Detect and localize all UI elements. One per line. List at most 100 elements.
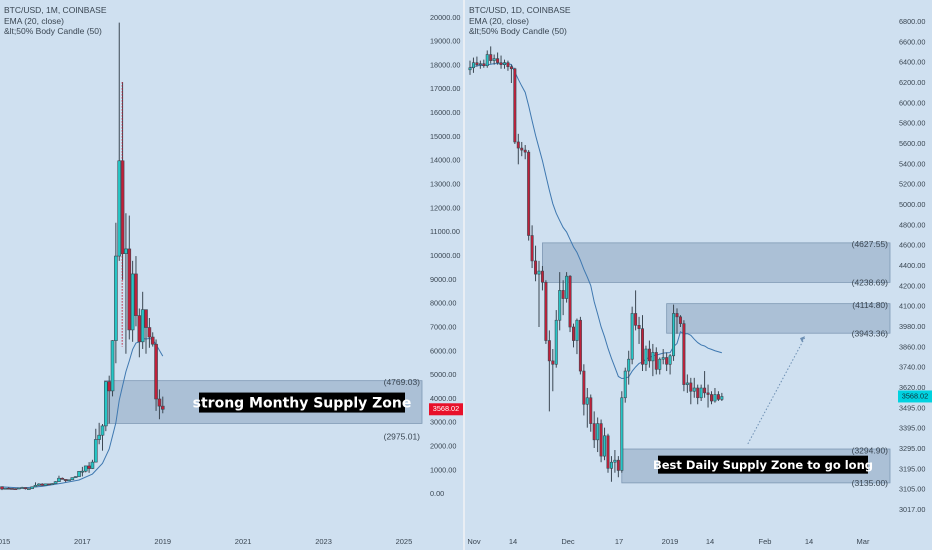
daily-zone-low-label: (3135.00) [852, 478, 889, 488]
daily-last-price-label: 3568.02 [902, 391, 928, 400]
daily-ytick-label: 3105.00 [899, 485, 925, 494]
daily-candle-body [616, 459, 620, 471]
monthly-ytick-label: 13000.00 [430, 180, 460, 189]
monthly-chart-legend: BTC/USD, 1M, COINBASE EMA (20, close) &l… [4, 5, 107, 37]
monthly-chart-svg[interactable]: (4769.03) (2975.01) 0.00 1000.00 2000.00 3000… [0, 0, 463, 550]
monthly-xtick-label: 2023 [315, 537, 332, 546]
daily-candle-body [506, 62, 510, 68]
monthly-zone-high-label: (4769.03) [384, 377, 421, 387]
daily-candle-body [475, 62, 479, 66]
monthly-ytick-label: 3000.00 [430, 418, 456, 427]
daily-chart-svg[interactable]: (4627.55) (4238.69) (4114.80) (3943.36) (329… [465, 0, 932, 550]
daily-candle-body [596, 423, 600, 441]
daily-candle-body [603, 435, 607, 457]
monthly-candle-body [130, 273, 135, 331]
monthly-candle-body [6, 487, 11, 490]
monthly-chart-pane[interactable]: (4769.03) (2975.01) 0.00 1000.00 2000.00 3000… [0, 0, 463, 550]
daily-annotation-box [658, 455, 868, 474]
monthly-candle-body [73, 476, 78, 478]
daily-candle-body [668, 355, 672, 365]
daily-xtick-label: 2019 [662, 537, 679, 546]
daily-supply-zone [666, 303, 891, 334]
monthly-candle-body [77, 471, 81, 477]
daily-ytick-label: 3980.00 [899, 322, 925, 331]
pane-divider[interactable] [463, 0, 465, 550]
daily-candle-body [689, 382, 693, 392]
monthly-candle-body [60, 477, 65, 480]
daily-ytick-label: 3195.00 [899, 464, 925, 473]
daily-candle-body [682, 323, 686, 385]
monthly-candle-body [3, 487, 8, 490]
daily-candle-body [654, 352, 658, 370]
monthly-candle-body [144, 309, 148, 328]
daily-chart-legend: BTC/USD, 1D, COINBASE EMA (20, close) &l… [469, 5, 571, 37]
daily-xtick-label: 17 [615, 537, 623, 546]
monthly-xtick-label: 2019 [154, 537, 171, 546]
monthly-candle-body [47, 483, 51, 486]
daily-ema-line: EMA (20, close) [469, 15, 529, 26]
daily-candle-body [692, 387, 696, 392]
daily-candle-body [599, 423, 603, 457]
daily-body-candle-line: &lt;50% Body Candle (50) [469, 26, 567, 36]
daily-ytick-label: 4400.00 [899, 261, 925, 270]
daily-ytick-label: 6800.00 [899, 17, 925, 26]
daily-candle-body [499, 62, 503, 66]
daily-zone-high-label: (4627.55) [852, 239, 889, 249]
monthly-candle-body [140, 309, 145, 343]
monthly-ytick-label: 6000.00 [430, 346, 456, 355]
monthly-ytick-label: 2000.00 [430, 442, 456, 451]
daily-annotation-label: Best Daily Supply Zone to go long [653, 458, 873, 472]
daily-candle-body [578, 319, 582, 372]
monthly-candle-body [57, 477, 61, 482]
daily-ema-line-series [469, 63, 722, 380]
daily-ytick-label: 3620.00 [899, 383, 925, 392]
daily-candle-body [558, 290, 562, 321]
monthly-candle-body [13, 488, 18, 490]
monthly-candle-body [27, 488, 31, 490]
monthly-xtick-label: 2017 [74, 537, 91, 546]
daily-candle-body [623, 370, 627, 399]
monthly-candle-body [104, 381, 108, 427]
monthly-ytick-label: 16000.00 [430, 108, 460, 117]
daily-candle-body [565, 275, 569, 299]
monthly-candle-body [150, 336, 155, 345]
daily-ytick-label: 4200.00 [899, 281, 925, 290]
daily-ytick-label: 5200.00 [899, 180, 925, 189]
daily-xtick-label: Nov [467, 537, 481, 546]
daily-candle-body [647, 348, 651, 362]
daily-candle-body [534, 260, 538, 275]
monthly-candle-body [23, 487, 28, 490]
monthly-candle-body [30, 486, 34, 489]
monthly-candle-body [87, 465, 91, 469]
monthly-candle-body [124, 248, 128, 254]
daily-ytick-label: 6400.00 [899, 58, 925, 67]
daily-candle-body [530, 235, 534, 262]
monthly-symbol-line: BTC/USD, 1M, COINBASE [4, 5, 107, 15]
daily-candle-body [554, 319, 558, 365]
daily-candle-body [710, 394, 714, 402]
daily-candle-body [572, 326, 576, 341]
daily-candle-body [485, 54, 489, 67]
daily-ytick-label: 5800.00 [899, 119, 925, 128]
monthly-annotation-box [199, 392, 405, 413]
daily-ytick-label: 5600.00 [899, 139, 925, 148]
monthly-candle-body [97, 434, 101, 440]
monthly-candle-body [43, 483, 48, 486]
monthly-candle-body [90, 461, 95, 469]
monthly-candle-body [63, 479, 68, 481]
daily-ytick-label: 4600.00 [899, 241, 925, 250]
daily-candle-body [489, 54, 493, 61]
daily-xtick-label: Mar [857, 537, 870, 546]
monthly-candle-body [40, 483, 45, 486]
daily-candle-body [582, 370, 586, 405]
daily-candle-body [520, 147, 524, 151]
daily-ytick-label: 3860.00 [899, 342, 925, 351]
daily-candle-body [509, 66, 513, 70]
monthly-candle-body [93, 439, 98, 463]
monthly-candle-body [110, 340, 115, 392]
monthly-candle-body [70, 477, 75, 481]
daily-projection-arrow [747, 336, 806, 445]
daily-zone-high-label: (3294.90) [852, 445, 889, 455]
daily-chart-pane[interactable]: (4627.55) (4238.69) (4114.80) (3943.36) (329… [465, 0, 932, 550]
monthly-candle-body [107, 381, 111, 392]
